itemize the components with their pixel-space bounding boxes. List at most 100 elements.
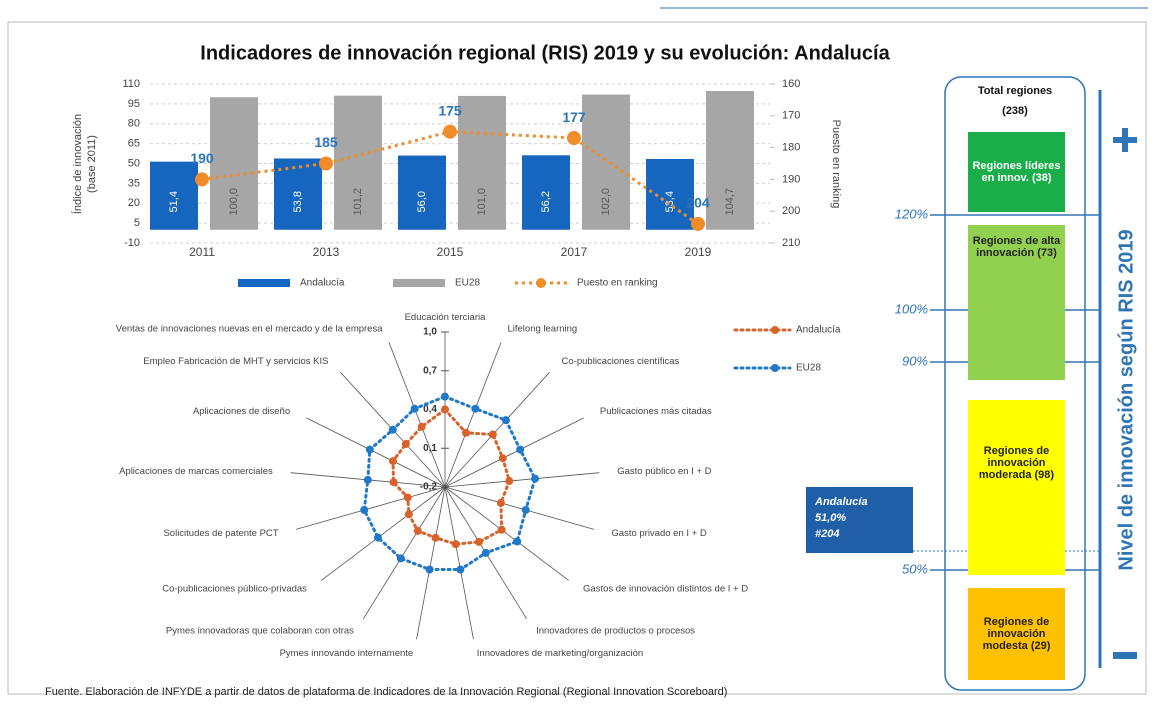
bar xyxy=(458,95,506,230)
category-label: Publicaciones más citadas xyxy=(600,406,712,417)
spoke xyxy=(444,472,600,488)
y-tick-label: -10 xyxy=(124,237,140,249)
radar-point xyxy=(497,525,506,534)
radar-point xyxy=(417,422,426,431)
bar-value-label: 102,0 xyxy=(600,188,612,216)
radar-point xyxy=(388,425,397,434)
region-label: 51,0% xyxy=(815,512,846,524)
x-tick-label: 2017 xyxy=(561,245,588,259)
radar-point xyxy=(410,404,419,413)
radar-point xyxy=(404,510,413,519)
ranking-point xyxy=(567,131,581,146)
spoke xyxy=(306,417,446,488)
y-tick-label: 80 xyxy=(128,118,140,130)
group-box: Regiones de alta innovación (73) xyxy=(968,225,1065,380)
y-tick-label: 65 xyxy=(128,138,140,150)
category-label: Pymes innovadoras que colaboran con otra… xyxy=(166,626,354,637)
spoke xyxy=(416,486,446,640)
spoke xyxy=(444,417,584,488)
radar-point xyxy=(516,445,525,454)
panel-total: (238) xyxy=(1002,105,1028,117)
bar xyxy=(706,91,754,230)
radar-point xyxy=(413,526,422,535)
radar-point xyxy=(431,533,440,542)
category-label: Co-publicaciones público-privadas xyxy=(162,584,307,595)
y-tick-label: 110 xyxy=(122,78,140,90)
bar xyxy=(150,161,198,230)
y-tick-label: 95 xyxy=(128,98,140,110)
plus-v xyxy=(1122,128,1128,152)
spoke xyxy=(388,342,446,488)
legend-swatch xyxy=(771,326,779,334)
x-tick-label: 2015 xyxy=(437,245,464,259)
title: Indicadores de innovación regional (RIS)… xyxy=(200,42,890,64)
ranking-label: 185 xyxy=(314,134,338,150)
r-tick-label: 0,7 xyxy=(423,365,437,376)
r-tick-label: -0,2 xyxy=(420,482,438,493)
legend-label: Puesto en ranking xyxy=(577,278,658,289)
spoke xyxy=(444,342,502,488)
group-box: Regiones líderes en innov. (38) xyxy=(968,132,1065,212)
spoke xyxy=(363,486,446,619)
y-tick-label: 50 xyxy=(128,157,140,169)
x-tick-label: 2019 xyxy=(685,245,712,259)
category-label: Lifelong learning xyxy=(507,323,577,334)
panel-title: Total regiones xyxy=(978,85,1052,97)
y2-tick-label: 170 xyxy=(782,110,800,122)
category-label: Gasto privado en I + D xyxy=(611,528,706,539)
bar xyxy=(274,158,322,230)
y-axis-label: (base 2011) xyxy=(86,135,98,193)
legend-swatch xyxy=(771,364,779,372)
category-label: Aplicaciones de diseño xyxy=(193,406,290,417)
panel-frame xyxy=(944,76,1086,691)
radar-point xyxy=(363,475,372,484)
y2-tick-label: 210 xyxy=(782,237,800,249)
spoke xyxy=(444,486,569,581)
x-tick-label: 2011 xyxy=(189,245,215,259)
radar-point xyxy=(505,477,514,486)
y2-tick-label: 190 xyxy=(782,173,800,185)
radar-point xyxy=(521,505,530,514)
radar-point xyxy=(456,565,465,574)
radar-point xyxy=(488,430,497,439)
bar-value-label: 51,4 xyxy=(168,191,180,212)
source: Fuente. Elaboración de INFYDE a partir d… xyxy=(45,686,727,698)
radar-point xyxy=(441,392,449,401)
legend-label: EU28 xyxy=(455,278,480,289)
legend-label: Andalucía xyxy=(796,325,841,336)
bar-value-label: 101,0 xyxy=(476,188,488,216)
group-box: Regiones de innovación modesta (29) xyxy=(968,588,1065,680)
ranking-label: 204 xyxy=(686,195,710,211)
ranking-point xyxy=(443,124,457,139)
radar-point xyxy=(501,416,510,425)
bar-value-label: 104,7 xyxy=(724,188,736,216)
ranking-point xyxy=(195,172,209,187)
legend-label: EU28 xyxy=(796,363,821,374)
ranking-label: 175 xyxy=(438,102,462,118)
radar-line xyxy=(362,394,537,572)
bar-value-label: 101,2 xyxy=(352,188,364,216)
radar-point xyxy=(498,454,507,463)
radar-point xyxy=(451,540,460,549)
threshold-label: 90% xyxy=(902,353,928,368)
radar-point xyxy=(496,498,505,507)
category-label: Gasto público en I + D xyxy=(617,466,711,477)
spoke xyxy=(444,486,595,530)
legend-label: Andalucía xyxy=(300,278,345,289)
category-label: Gastos de innovación distintos de I + D xyxy=(583,584,748,595)
y2-tick-label: 180 xyxy=(782,142,800,154)
radar-point xyxy=(360,505,369,514)
frame xyxy=(7,21,1147,695)
category-label: Co-publicaciones científicas xyxy=(562,356,680,367)
minus xyxy=(1113,652,1137,659)
threshold-label: 100% xyxy=(895,301,928,316)
r-tick-label: 0,4 xyxy=(423,404,437,415)
legend-swatch xyxy=(238,279,290,287)
radar-point xyxy=(401,440,410,449)
spoke xyxy=(444,372,550,488)
group-box: Regiones de innovación moderada (98) xyxy=(968,400,1065,575)
radar-point xyxy=(474,537,483,546)
ranking-label: 190 xyxy=(190,150,214,166)
